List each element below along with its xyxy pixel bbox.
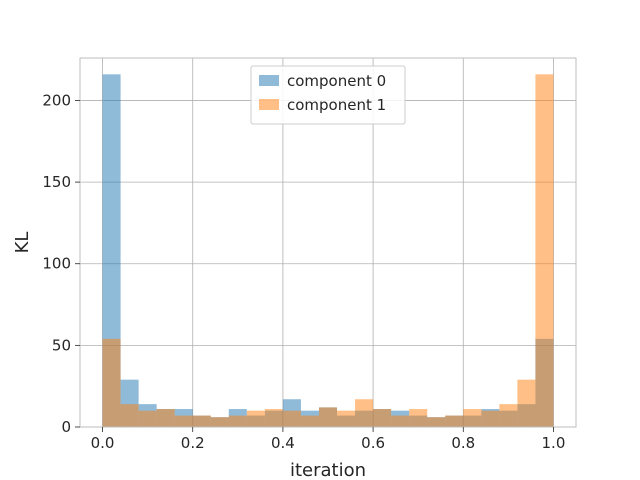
histogram-bar [156, 409, 175, 427]
series-1-bars [102, 74, 554, 428]
histogram-bar [102, 338, 121, 427]
histogram-bar [228, 415, 247, 427]
legend: component 0 component 1 [250, 65, 406, 125]
plot-frame [79, 57, 577, 428]
x-tick-label: 0.0 [91, 434, 115, 452]
legend-swatch [259, 75, 279, 86]
y-tick-label: 0 [61, 418, 71, 436]
y-axis-label: KL [12, 232, 33, 254]
histogram-bar [535, 74, 554, 428]
x-tick-label: 1.0 [542, 434, 566, 452]
histogram-bar [246, 410, 265, 427]
histogram-bar [264, 409, 283, 427]
x-tick-label: 0.8 [451, 434, 475, 452]
histogram-bar [427, 417, 446, 427]
histogram-bar [499, 404, 518, 427]
legend-label: component 0 [287, 72, 386, 90]
histogram-bar [300, 415, 319, 427]
histogram-bar [409, 409, 428, 427]
legend-box [250, 65, 406, 125]
histogram-bar [282, 410, 301, 427]
axis-ticks: 0.0 0.2 0.4 0.6 0.8 1.0 0 50 100 150 200 [42, 91, 565, 452]
histogram-bar [337, 410, 356, 427]
histogram-bar [463, 409, 482, 427]
histogram-bar [373, 409, 392, 427]
histogram-bar [445, 415, 464, 427]
x-tick-label: 0.2 [181, 434, 205, 452]
histogram-bar [481, 410, 500, 427]
histogram-bar [192, 415, 211, 427]
y-tick-label: 100 [42, 255, 71, 273]
histogram-bar [517, 379, 536, 427]
y-tick-label: 150 [42, 173, 71, 191]
histogram-bar [174, 415, 193, 427]
histogram-bars [102, 74, 554, 428]
legend-label: component 1 [287, 96, 386, 114]
histogram-bar [120, 404, 139, 427]
histogram-bar [391, 415, 410, 427]
histogram-bar [138, 410, 157, 427]
x-tick-label: 0.4 [271, 434, 295, 452]
y-tick-label: 50 [52, 336, 71, 354]
x-tick-label: 0.6 [361, 434, 385, 452]
y-tick-label: 200 [42, 91, 71, 109]
x-axis-label: iteration [290, 460, 366, 480]
histogram-bar [318, 407, 338, 427]
legend-swatch [259, 99, 279, 110]
histogram-bar [355, 399, 374, 427]
histogram-bar [210, 417, 229, 427]
